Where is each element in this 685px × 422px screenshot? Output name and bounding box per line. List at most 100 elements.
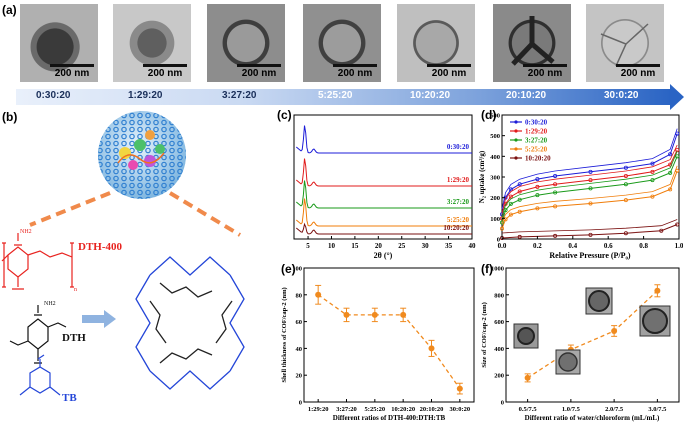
y-tick-label: 100 bbox=[490, 216, 500, 223]
isotherm-point bbox=[588, 232, 593, 237]
scale-bar: 200 nm bbox=[237, 64, 281, 79]
ratio-label: 10:20:20 bbox=[410, 90, 451, 101]
isotherm-point bbox=[668, 187, 673, 192]
tem-image-4: 200 nm bbox=[303, 4, 381, 82]
series-label: 5:25:20 bbox=[447, 216, 470, 224]
ratio-label: 0:30:20 bbox=[36, 90, 71, 101]
tem-image-6: 200 nm bbox=[493, 4, 571, 82]
isotherm-point bbox=[623, 173, 628, 178]
dth400-label: DTH-400 bbox=[78, 241, 123, 253]
x-tick-label: 10 bbox=[328, 242, 336, 250]
pxrd-series-line bbox=[295, 198, 472, 227]
synthesis-scheme: NH2 n DTH-400 NH2 DTH TB bbox=[1, 111, 245, 404]
tem-image-7: 200 nm bbox=[586, 4, 664, 82]
plot-frame bbox=[303, 267, 475, 403]
y-axis-label: N₂ uptake (cm³/g) bbox=[478, 150, 486, 203]
panel-label-c: (c) bbox=[277, 108, 292, 122]
ratio-label: 5:25:20 bbox=[318, 90, 353, 101]
y-tick-label: 400 bbox=[494, 346, 504, 353]
isotherm-point bbox=[623, 231, 628, 236]
series-label: 0:30:20 bbox=[447, 143, 470, 151]
scale-bar: 200 nm bbox=[143, 64, 187, 79]
x-tick-label: 0.5/7.5 bbox=[519, 406, 538, 413]
x-tick-label: 0.4 bbox=[568, 242, 577, 250]
x-tick-label: 25 bbox=[398, 242, 406, 250]
tb-label: TB bbox=[62, 392, 77, 404]
isotherm-point bbox=[535, 206, 540, 211]
y-tick-label: 100 bbox=[292, 266, 302, 273]
plot-frame bbox=[293, 114, 473, 240]
isotherm-point bbox=[588, 201, 593, 206]
x-tick-label: 20:10:20 bbox=[420, 406, 444, 413]
isotherm-point bbox=[623, 165, 628, 170]
dth-label: DTH bbox=[62, 332, 86, 344]
data-point bbox=[371, 311, 378, 318]
scale-bar: 200 nm bbox=[333, 64, 377, 79]
y-tick-label: 300 bbox=[490, 175, 500, 182]
scale-bar: 200 nm bbox=[50, 64, 94, 79]
ratio-label: 30:0:20 bbox=[604, 90, 639, 101]
panel-label-b: (b) bbox=[2, 110, 18, 124]
isotherm-desorption-line bbox=[501, 219, 678, 234]
y-tick-label: 60 bbox=[296, 319, 303, 326]
isotherm-point bbox=[535, 184, 540, 189]
x-tick-label: 5 bbox=[306, 242, 310, 250]
y-tick-label: 200 bbox=[490, 195, 500, 202]
y-tick-label: 500 bbox=[490, 133, 500, 140]
reaction-arrow-icon bbox=[82, 310, 116, 328]
x-tick-label: 0.6 bbox=[604, 242, 613, 250]
legend-label: 3:27:20 bbox=[525, 137, 548, 145]
isotherm-point bbox=[650, 169, 655, 174]
x-tick-label: 15 bbox=[351, 242, 359, 250]
data-point bbox=[654, 287, 661, 294]
x-tick-label: 20 bbox=[375, 242, 383, 250]
series-label: 3:27:20 bbox=[447, 198, 470, 206]
y-axis-label: Shell thickness of COF/cap-2 (nm) bbox=[281, 287, 288, 382]
isotherm-point bbox=[499, 226, 504, 231]
isotherm-point bbox=[517, 234, 522, 239]
isotherm-adsorption-line bbox=[501, 170, 678, 229]
isotherm-point bbox=[517, 209, 522, 214]
y-tick-label: 400 bbox=[490, 154, 500, 161]
tb-structure bbox=[19, 354, 61, 396]
isotherm-point bbox=[508, 201, 513, 206]
ratio-label: 1:29:20 bbox=[128, 90, 163, 101]
isotherm-point bbox=[553, 233, 558, 238]
x-axis-label: Different ratio of water/chloroform (mL/… bbox=[525, 414, 660, 422]
panel-label-f: (f) bbox=[481, 262, 493, 276]
y-tick-label: 600 bbox=[490, 113, 500, 120]
x-tick-label: 3:27:20 bbox=[336, 406, 357, 413]
legend-marker bbox=[514, 156, 518, 160]
pxrd-series-line bbox=[295, 125, 472, 154]
plot-frame bbox=[505, 267, 680, 403]
x-tick-label: 1.0/7.5 bbox=[562, 406, 581, 413]
y-tick-label: 0 bbox=[299, 400, 302, 407]
isotherm-point bbox=[535, 193, 540, 198]
isotherm-point bbox=[535, 177, 540, 182]
trend-line bbox=[527, 290, 658, 379]
nh2-text: NH2 bbox=[44, 301, 56, 307]
isotherm-point bbox=[553, 173, 558, 178]
isotherm-point bbox=[517, 197, 522, 202]
y-tick-label: 20 bbox=[296, 373, 303, 380]
isotherm-point bbox=[508, 187, 513, 192]
isotherm-point bbox=[668, 152, 673, 157]
isotherm-point bbox=[623, 198, 628, 203]
isotherm-point bbox=[503, 208, 508, 213]
isotherm-point bbox=[675, 168, 680, 173]
data-point bbox=[611, 327, 618, 334]
legend-marker bbox=[514, 138, 518, 142]
scale-bar: 200 nm bbox=[523, 64, 567, 79]
legend-marker bbox=[514, 129, 518, 133]
chart-f: 0 200 400 600 800 1000 0.5/7.5 1.0/7.5 2.0/7.5 3.… bbox=[481, 266, 680, 422]
tem-image-5: 200 nm bbox=[397, 4, 475, 82]
x-axis-label: Relative Pressure (P/P₀) bbox=[549, 251, 631, 260]
panel-label-d: (d) bbox=[481, 108, 497, 122]
x-axis-label: 2θ (°) bbox=[374, 251, 393, 260]
isotherm-point bbox=[623, 182, 628, 187]
panel-label-e: (e) bbox=[281, 262, 296, 276]
scale-bar: 200 nm bbox=[616, 64, 660, 79]
y-tick-label: 0 bbox=[501, 400, 504, 407]
isotherm-adsorption-line bbox=[501, 133, 678, 215]
